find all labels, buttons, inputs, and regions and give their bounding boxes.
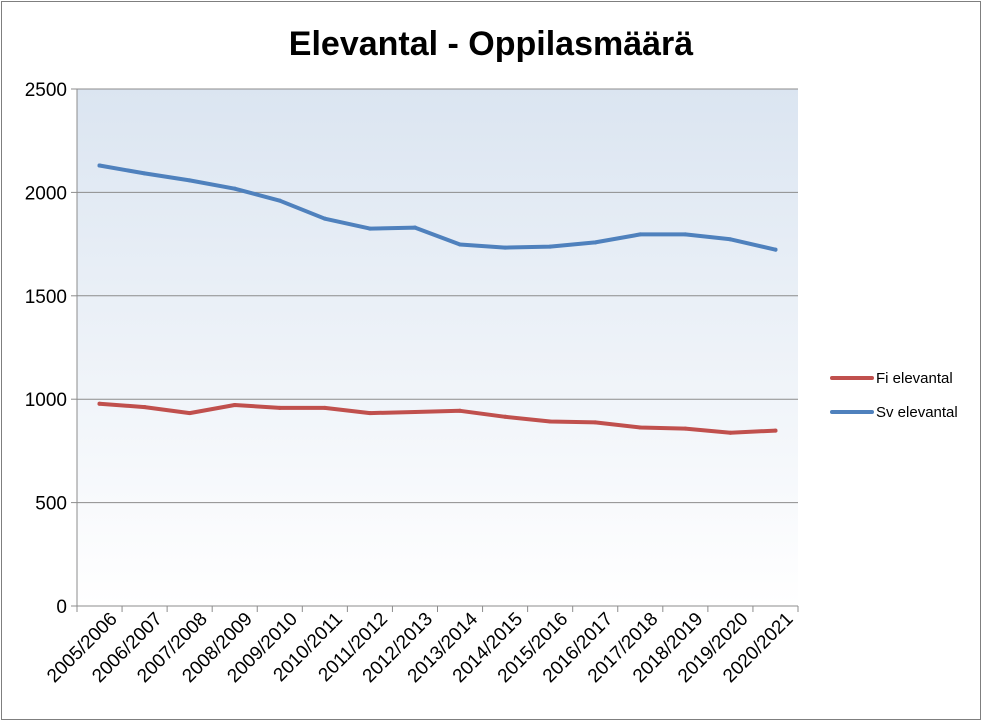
data-point bbox=[367, 411, 372, 416]
data-point bbox=[458, 408, 463, 413]
data-point bbox=[593, 420, 598, 425]
legend-label: Fi elevantal bbox=[876, 370, 953, 387]
data-point bbox=[142, 171, 147, 176]
data-point bbox=[322, 216, 327, 221]
data-point bbox=[232, 402, 237, 407]
data-point bbox=[638, 232, 643, 237]
data-point bbox=[683, 426, 688, 431]
data-point bbox=[277, 198, 282, 203]
data-point bbox=[232, 186, 237, 191]
data-point bbox=[773, 247, 778, 252]
y-tick-label: 1500 bbox=[25, 287, 67, 308]
series-line-sv bbox=[97, 163, 778, 252]
series-line-fi bbox=[97, 401, 778, 435]
data-point bbox=[683, 232, 688, 237]
data-point bbox=[728, 430, 733, 435]
data-point bbox=[548, 244, 553, 249]
chart-title: Elevantal - Oppilasmäärä bbox=[289, 25, 693, 63]
data-point bbox=[593, 240, 598, 245]
data-point bbox=[412, 410, 417, 415]
data-point bbox=[728, 237, 733, 242]
y-tick-label: 500 bbox=[35, 494, 67, 515]
y-tick-label: 1000 bbox=[25, 390, 67, 411]
y-tick-label: 2000 bbox=[25, 183, 67, 204]
data-point bbox=[187, 411, 192, 416]
y-tick-label: 0 bbox=[56, 597, 67, 618]
data-point bbox=[503, 245, 508, 250]
data-point bbox=[97, 401, 102, 406]
data-point bbox=[458, 242, 463, 247]
plot-area bbox=[77, 89, 798, 606]
data-point bbox=[638, 425, 643, 430]
data-point bbox=[412, 225, 417, 230]
data-point bbox=[322, 405, 327, 410]
data-point bbox=[503, 414, 508, 419]
data-point bbox=[142, 405, 147, 410]
data-point bbox=[773, 428, 778, 433]
data-point bbox=[97, 163, 102, 168]
data-point bbox=[548, 419, 553, 424]
data-point bbox=[277, 405, 282, 410]
legend-label: Sv elevantal bbox=[876, 404, 958, 421]
data-point bbox=[187, 178, 192, 183]
y-tick-label: 2500 bbox=[25, 80, 67, 101]
data-point bbox=[367, 226, 372, 231]
